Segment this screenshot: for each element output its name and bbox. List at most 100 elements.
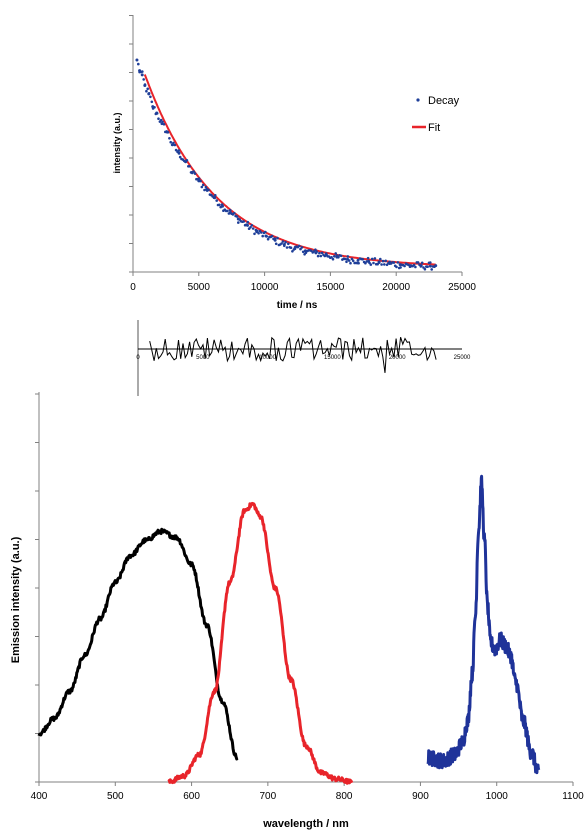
decay-point xyxy=(199,179,202,183)
decay-point xyxy=(215,199,218,202)
emission-black-series xyxy=(37,527,239,761)
decay-point xyxy=(356,258,360,262)
decay-point xyxy=(339,254,343,258)
decay-point xyxy=(284,241,287,244)
decay-point xyxy=(228,208,232,212)
decay-point xyxy=(207,188,210,192)
decay-chart: 0 5000 10000 15000 20000 25000 time / ns inte… xyxy=(112,15,476,311)
decay-point xyxy=(220,203,224,206)
decay-point xyxy=(361,258,365,261)
decay-point xyxy=(297,244,301,248)
decay-y-label: intensity (a.u.) xyxy=(112,112,122,173)
decay-point xyxy=(337,255,340,259)
emission-y-ticks xyxy=(35,393,39,783)
decay-point xyxy=(323,254,327,258)
emission-x-tick-label: 900 xyxy=(412,791,429,802)
decay-point xyxy=(350,257,354,261)
residual-x-tick-label: 5000 xyxy=(196,355,210,361)
decay-point xyxy=(281,240,285,243)
residual-x-tick-labels: 0 5000 10000 15000 20000 25000 xyxy=(136,355,471,361)
decay-point xyxy=(376,262,379,266)
decay-point xyxy=(349,261,352,265)
legend-fit-label: Fit xyxy=(428,122,440,134)
decay-x-tick-label: 10000 xyxy=(251,282,279,293)
residual-chart: 0 5000 10000 15000 20000 25000 xyxy=(136,320,471,396)
decay-point xyxy=(370,257,374,261)
decay-point xyxy=(253,232,256,236)
decay-point xyxy=(420,261,424,265)
decay-point xyxy=(399,266,402,269)
emission-x-tick-label: 800 xyxy=(336,791,353,802)
decay-point xyxy=(219,205,222,209)
decay-point xyxy=(162,123,166,126)
decay-point xyxy=(214,194,217,197)
emission-chart: 400 500 600 700 800 900 1000 1100 wavelength / … xyxy=(10,392,584,830)
decay-point xyxy=(153,106,156,109)
decay-point xyxy=(331,257,335,261)
decay-point xyxy=(245,223,248,226)
decay-point xyxy=(266,237,270,241)
decay-point xyxy=(169,140,172,144)
emission-y-label: Emission intensity (a.u.) xyxy=(10,536,22,663)
decay-point xyxy=(369,263,373,266)
decay-y-ticks xyxy=(129,15,133,273)
decay-point xyxy=(333,254,336,258)
decay-point xyxy=(319,254,323,258)
decay-point xyxy=(218,203,221,207)
decay-point xyxy=(145,89,148,93)
decay-point xyxy=(227,212,231,215)
decay-point xyxy=(383,263,386,266)
decay-point xyxy=(204,185,208,189)
decay-point xyxy=(433,265,436,269)
decay-point xyxy=(237,221,240,224)
emission-x-tick-label: 1100 xyxy=(562,791,584,802)
decay-point xyxy=(423,267,427,271)
decay-point xyxy=(381,259,385,263)
decay-point xyxy=(407,263,411,267)
decay-point xyxy=(249,226,252,229)
decay-point xyxy=(178,155,182,159)
decay-point xyxy=(251,227,255,230)
decay-point xyxy=(414,265,417,269)
decay-point xyxy=(143,83,147,86)
decay-point xyxy=(212,196,216,199)
decay-point xyxy=(429,261,432,264)
residual-line xyxy=(149,336,437,373)
decay-point xyxy=(185,159,189,162)
decay-point xyxy=(173,143,177,147)
decay-point xyxy=(285,246,289,249)
fit-line xyxy=(143,74,436,266)
decay-point xyxy=(177,149,181,152)
decay-point xyxy=(257,232,260,235)
decay-point xyxy=(166,131,170,134)
decay-point xyxy=(276,236,279,240)
decay-point xyxy=(300,246,304,249)
decay-point xyxy=(283,244,286,248)
decay-point xyxy=(140,73,144,77)
decay-point xyxy=(141,70,144,73)
decay-point xyxy=(193,172,197,175)
decay-point xyxy=(318,251,321,255)
decay-point xyxy=(242,220,245,223)
decay-point xyxy=(159,118,163,122)
decay-point xyxy=(146,87,149,91)
decay-point xyxy=(419,265,423,268)
decay-points xyxy=(135,58,438,271)
decay-x-tick-label: 0 xyxy=(130,282,136,293)
decay-point xyxy=(345,260,348,264)
decay-point xyxy=(396,261,400,264)
decay-point xyxy=(149,95,152,99)
emission-x-ticks xyxy=(38,782,574,786)
decay-x-tick-label: 20000 xyxy=(382,282,410,293)
emission-x-tick-label: 500 xyxy=(107,791,124,802)
residual-x-tick-label: 10000 xyxy=(259,355,276,361)
decay-point xyxy=(320,251,324,255)
decay-point xyxy=(291,250,294,253)
decay-point xyxy=(416,261,420,264)
decay-point xyxy=(260,231,263,234)
emission-x-tick-label: 400 xyxy=(31,791,48,802)
decay-point xyxy=(364,261,367,265)
decay-legend: Decay Fit xyxy=(412,95,460,134)
decay-point xyxy=(330,255,333,259)
